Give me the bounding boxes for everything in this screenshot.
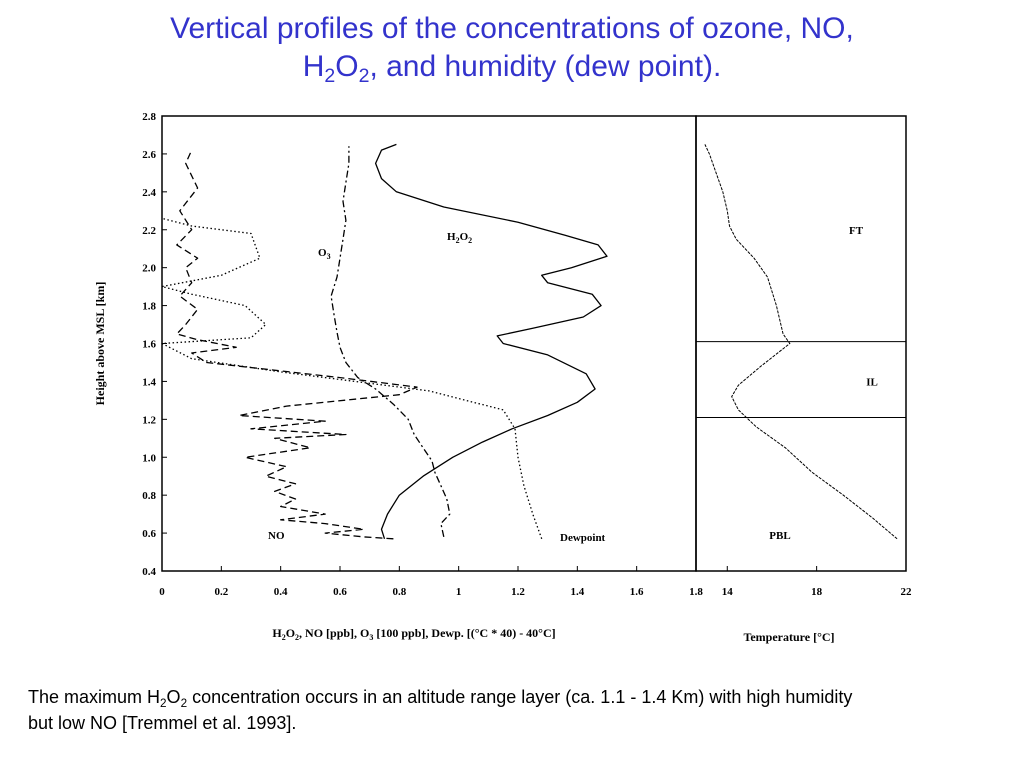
layer-label-il: IL <box>866 376 878 388</box>
temperature-panel: 14 18 22 FT IL PBL Temperature [°C] <box>695 115 913 644</box>
o3-series-label: O3 <box>318 247 331 261</box>
caption-sub-1: 2 <box>160 696 167 710</box>
slide-title: Vertical profiles of the concentrations … <box>0 10 1024 86</box>
series-line-h2o2 <box>374 143 608 539</box>
x-tick-label: 0 <box>159 586 165 598</box>
x-tick-label: 1.6 <box>630 586 644 598</box>
caption-part-2: O <box>166 687 181 707</box>
y-tick-label: 1.8 <box>142 301 156 313</box>
x-tick-label: 1.8 <box>689 586 703 598</box>
no-series-label: NO <box>268 530 285 542</box>
y-tick-label: 2.4 <box>142 187 156 199</box>
dewpoint-series-label: Dewpoint <box>560 532 606 544</box>
temperature-axis-label: Temperature [°C] <box>743 630 834 644</box>
title-rest: , and humidity (dew point). <box>369 50 722 83</box>
caption-part-3: concentration occurs in an altitude rang… <box>28 687 853 733</box>
title-h: H <box>302 50 325 83</box>
main-profile-panel: 0 0.2 0.4 0.6 0.8 1 1.2 1.4 1.6 1.8 0.4 0.6 0.8 1.0 1.… <box>93 111 703 642</box>
x-tick-label: 0.6 <box>333 586 347 598</box>
x-tick-label: 0.8 <box>392 586 406 598</box>
temperature-plot-frame <box>695 115 907 572</box>
caption: The maximum H2O2 concentration occurs in… <box>28 684 858 736</box>
profile-chart: 0 0.2 0.4 0.6 0.8 1 1.2 1.4 1.6 1.8 0.4 0.6 0.8 1.0 1.… <box>93 111 913 644</box>
caption-sub-2: 2 <box>180 696 188 710</box>
title-o: O <box>335 50 359 83</box>
x-tick-label: 0.2 <box>214 586 228 598</box>
main-plot-frame <box>161 115 697 572</box>
y-tick-label: 1.4 <box>142 376 156 388</box>
series-line-o3 <box>330 146 451 538</box>
x-axis-label: H2O2, NO [ppb], O3 [100 ppb], Dewp. [(°C… <box>272 626 555 642</box>
temperature-profile-line <box>704 144 898 540</box>
h2o2-series-label: H2O2 <box>447 231 472 245</box>
title-sub-1: 2 <box>324 64 336 87</box>
x-tick-label: 1 <box>456 586 462 598</box>
temp-x-tick-label: 14 <box>722 586 734 598</box>
y-tick-label: 2.6 <box>142 149 156 161</box>
y-tick-label: 1.6 <box>142 339 156 351</box>
y-tick-label: 2.2 <box>142 225 156 237</box>
x-tick-label: 1.2 <box>511 586 525 598</box>
y-axis-label: Height above MSL [km] <box>93 282 107 406</box>
temp-x-tick-label: 22 <box>901 586 913 598</box>
caption-part-1: The maximum H <box>28 687 161 707</box>
y-tick-label: 0.4 <box>142 566 156 578</box>
layer-label-ft: FT <box>849 225 864 237</box>
layer-label-pbl: PBL <box>769 530 790 542</box>
y-tick-label: 1.0 <box>142 452 156 464</box>
y-tick-label: 2.0 <box>142 263 156 275</box>
title-line-2: H2O2, and humidity (dew point). <box>0 48 1024 86</box>
title-line-1: Vertical profiles of the concentrations … <box>170 12 854 45</box>
y-tick-label: 0.8 <box>142 490 156 502</box>
y-tick-label: 1.2 <box>142 414 156 426</box>
x-tick-label: 0.4 <box>274 586 288 598</box>
y-tick-label: 2.8 <box>142 111 156 123</box>
series-line-no <box>176 149 418 540</box>
x-tick-label: 1.4 <box>570 586 584 598</box>
title-sub-2: 2 <box>358 64 370 87</box>
temp-x-tick-label: 18 <box>811 586 823 598</box>
y-tick-label: 0.6 <box>142 528 156 540</box>
